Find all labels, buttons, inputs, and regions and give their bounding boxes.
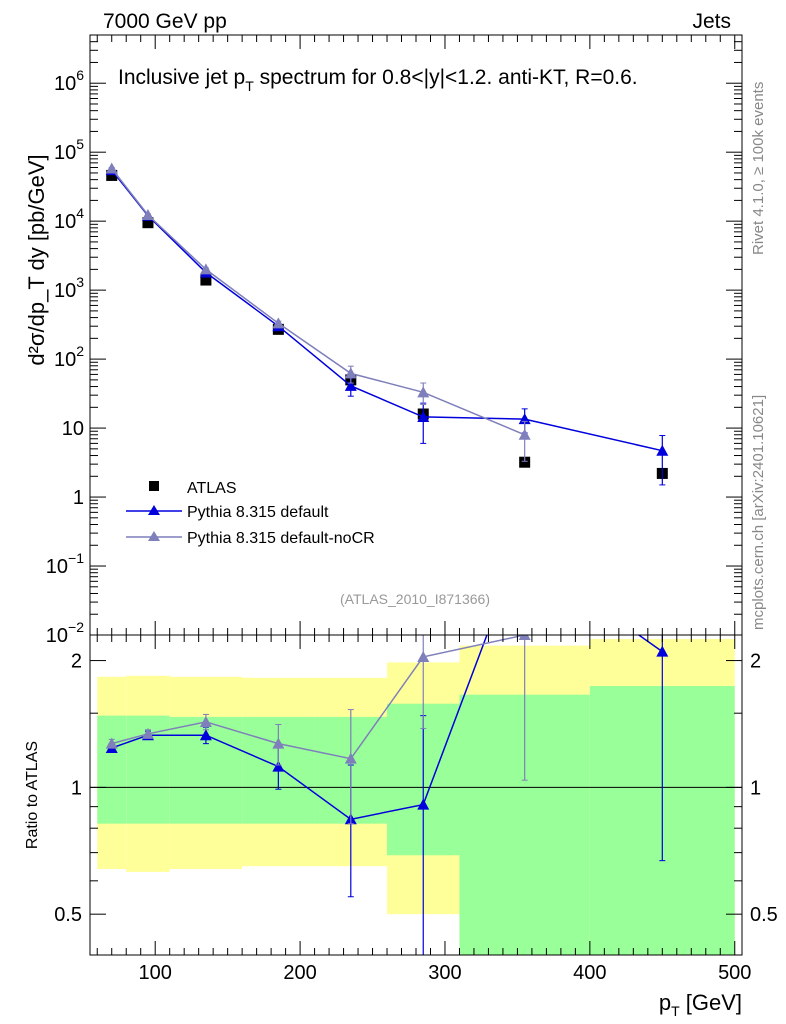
main-data-point-mc xyxy=(417,410,430,422)
ratio-data-point xyxy=(272,760,285,772)
ratio-data-point xyxy=(656,645,669,657)
rivet-label: Rivet 4.1.0, ≥ 100k events xyxy=(750,82,767,255)
main-series xyxy=(105,162,669,486)
main-data-point-mc xyxy=(417,386,430,398)
main-y-tick-exponent: 6 xyxy=(76,67,84,83)
legend-label-default: Pythia 8.315 default xyxy=(187,504,329,521)
main-data-point-atlas xyxy=(519,456,531,468)
main-title-b: spectrum for 0.8<|y|<1.2. anti-KT, R=0.6… xyxy=(254,66,638,89)
ratio-data-point xyxy=(417,650,430,662)
main-title-a: Inclusive jet p xyxy=(118,66,245,89)
main-y-tick-exponent: −1 xyxy=(68,550,84,566)
main-y-tick-exponent: 4 xyxy=(76,205,84,221)
main-title: Inclusive jet pT spectrum for 0.8<|y|<1.… xyxy=(118,66,638,94)
header-right: Jets xyxy=(692,10,731,33)
main-y-tick-base: 10 xyxy=(54,211,76,233)
watermark: (ATLAS_2010_I871366) xyxy=(340,591,490,607)
main-y-tick-base: 10 xyxy=(54,349,76,371)
x-axis-label-sub: T xyxy=(671,1003,680,1019)
main-y-tick-base: 10 xyxy=(54,73,76,95)
main-y-tick-label: 10 xyxy=(62,418,84,440)
ratio-bands xyxy=(97,639,735,955)
main-title-sub: T xyxy=(245,78,254,94)
legend-marker-default xyxy=(148,505,160,515)
main-y-tick-label: 106 xyxy=(54,67,84,95)
main-y-tick-label: 10−1 xyxy=(46,550,84,578)
main-data-point-mc xyxy=(656,444,669,456)
main-y-tick-label: 1 xyxy=(73,487,84,509)
x-tick-label: 500 xyxy=(718,962,751,984)
main-y-tick-base: 10 xyxy=(46,556,68,578)
ratio-series xyxy=(105,635,669,955)
header-left: 7000 GeV pp xyxy=(103,10,227,33)
main-y-tick-label: 102 xyxy=(54,343,84,371)
ratio-y-tick-label-left: 0.5 xyxy=(54,904,82,926)
ratio-y-tick-label-left: 2 xyxy=(71,651,82,673)
main-y-tick-exponent: −2 xyxy=(68,619,84,635)
ratio-band-green xyxy=(97,715,127,824)
ratio-panel: 0.5 0.5 1 1 2 2 100 200 300 400 500 Ratio to ATLAS… xyxy=(24,634,778,1019)
ratio-data-point xyxy=(344,752,357,764)
main-y-tick-base: 10 xyxy=(46,625,68,647)
main-y-tick-label: 104 xyxy=(54,205,84,233)
ratio-y-tick-label-right: 0.5 xyxy=(750,904,778,926)
main-data-point-mc xyxy=(105,162,118,174)
main-data-point-mc xyxy=(141,208,154,220)
legend-label-atlas: ATLAS xyxy=(187,480,237,497)
ratio-y-tick-label-right: 2 xyxy=(750,651,761,673)
x-tick-label: 200 xyxy=(283,962,316,984)
ratio-data-point xyxy=(105,737,118,749)
x-tick-label: 100 xyxy=(139,962,172,984)
main-y-tick-label: 10−2 xyxy=(46,619,84,647)
legend: ATLAS Pythia 8.315 default Pythia 8.315 … xyxy=(126,480,375,547)
x-axis-label-b: [GeV] xyxy=(680,990,742,1015)
legend-label-nocr: Pythia 8.315 default-noCR xyxy=(187,530,375,547)
main-y-tick-exponent: 3 xyxy=(76,274,84,290)
ratio-data-point xyxy=(199,729,212,741)
mcplots-label: mcplots.cern.ch [arXiv:2401.10621] xyxy=(750,395,767,630)
main-y-tick-base: 10 xyxy=(54,280,76,302)
ratio-axis-ticks: 0.5 0.5 1 1 2 2 100 200 300 400 500 xyxy=(54,635,778,984)
ratio-data-point xyxy=(272,737,285,749)
legend-marker-nocr xyxy=(148,531,160,541)
ratio-plot-frame xyxy=(89,634,743,956)
main-y-tick-label: 103 xyxy=(54,274,84,302)
main-data-point-mc xyxy=(344,379,357,391)
x-axis-label: pT [GeV] xyxy=(659,990,742,1019)
ratio-y-tick-label-left: 1 xyxy=(71,777,82,799)
legend-marker-atlas xyxy=(149,481,159,491)
main-y-tick-label: 105 xyxy=(54,136,84,164)
ratio-data-point xyxy=(518,635,531,640)
x-tick-label: 400 xyxy=(573,962,606,984)
main-data-point-mc xyxy=(344,367,357,379)
main-y-tick-base: 10 xyxy=(54,142,76,164)
ratio-y-tick-label-right: 1 xyxy=(750,777,761,799)
main-data-point-mc xyxy=(199,263,212,275)
ratio-data-point xyxy=(417,798,430,810)
main-series-line xyxy=(111,168,525,436)
x-tick-label: 300 xyxy=(428,962,461,984)
main-data-point-atlas xyxy=(200,274,212,286)
x-axis-label-a: p xyxy=(659,990,671,1015)
main-series-line xyxy=(111,169,663,452)
main-y-axis-label: d²σ/dp_T dy [pb/GeV] xyxy=(24,154,49,365)
ratio-y-axis-label: Ratio to ATLAS xyxy=(24,741,41,849)
main-data-point-atlas xyxy=(106,169,118,181)
ratio-data-point xyxy=(141,727,154,739)
main-data-point-mc xyxy=(272,317,285,329)
main-data-point-mc xyxy=(518,428,531,440)
main-y-tick-exponent: 2 xyxy=(76,343,84,359)
main-y-tick-exponent: 5 xyxy=(76,136,84,152)
main-data-point-atlas xyxy=(142,217,154,229)
ratio-data-point xyxy=(199,715,212,727)
